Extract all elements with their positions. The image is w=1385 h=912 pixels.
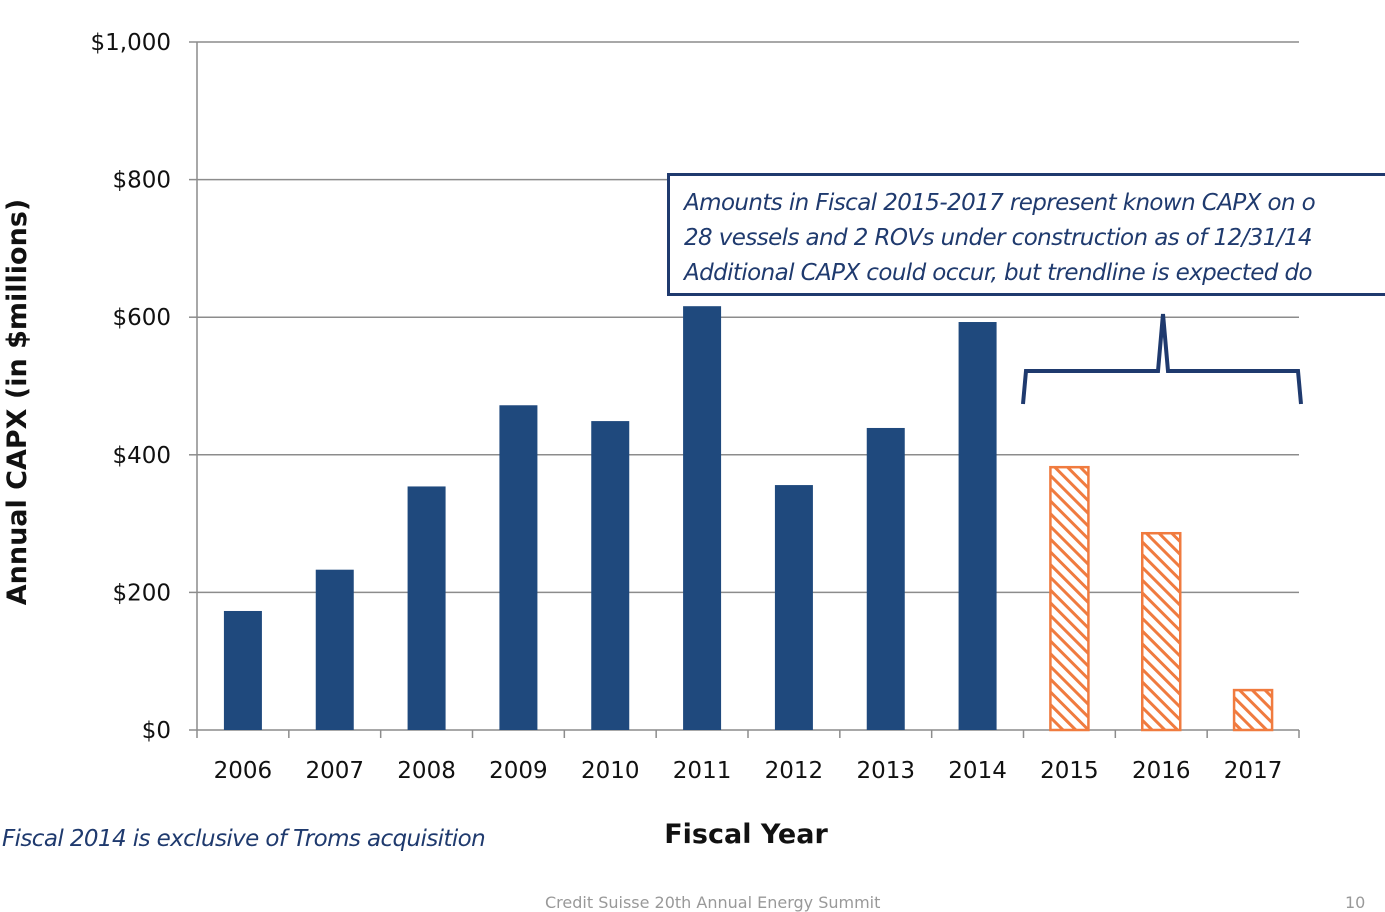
x-tick-label: 2014 <box>948 758 1007 784</box>
annotation-box: Amounts in Fiscal 2015-2017 represent kn… <box>667 173 1385 296</box>
x-tick-label: 2013 <box>856 758 915 784</box>
x-tick-labels: 2006 2007 2008 2009 2010 2011 2012 2013 2014 2015… <box>214 758 1283 784</box>
bar-2006 <box>223 610 262 730</box>
y-tick-label: $400 <box>112 443 171 469</box>
footer-text: Credit Suisse 20th Annual Energy Summit <box>545 893 881 912</box>
footnote: Fiscal 2014 is exclusive of Troms acquis… <box>2 826 486 852</box>
x-tick-label: 2017 <box>1224 758 1283 784</box>
y-tick-label: $1,000 <box>91 30 171 56</box>
bar-projected-2015 <box>1049 465 1090 732</box>
y-tick-label: $0 <box>142 718 171 744</box>
annotation-line-1: Amounts in Fiscal 2015-2017 represent kn… <box>684 190 1316 216</box>
bar-2013 <box>866 427 905 730</box>
x-tick-label: 2009 <box>489 758 548 784</box>
bar-2007 <box>315 569 354 730</box>
gridlines <box>197 41 1299 594</box>
bars <box>223 306 1274 732</box>
y-tick-label: $800 <box>112 168 171 194</box>
page-number: 10 <box>1345 893 1366 912</box>
y-tick-label: $200 <box>112 580 171 606</box>
axes <box>189 41 1300 738</box>
annotation-line-3: Additional CAPX could occur, but trendli… <box>684 260 1313 286</box>
bar-2014 <box>958 322 997 730</box>
bar-projected-2016 <box>1141 531 1182 732</box>
x-axis-title: Fiscal Year <box>664 819 828 850</box>
x-tick-label: 2011 <box>673 758 732 784</box>
x-tick-label: 2006 <box>214 758 273 784</box>
x-tick-label: 2008 <box>397 758 456 784</box>
bar-projected-2017 <box>1232 688 1274 732</box>
y-tick-label: $600 <box>112 305 171 331</box>
bracket <box>1021 313 1303 405</box>
x-tick-label: 2010 <box>581 758 640 784</box>
x-tick-label: 2012 <box>765 758 824 784</box>
bar-2011 <box>683 306 722 730</box>
x-tick-label: 2016 <box>1132 758 1191 784</box>
x-tick-label: 2007 <box>305 758 364 784</box>
y-axis-title: Annual CAPX (in $millions) <box>2 199 33 606</box>
annotation-line-2: 28 vessels and 2 ROVs under construction… <box>684 225 1313 251</box>
bar-2012 <box>774 485 813 730</box>
bar-2009 <box>499 405 538 730</box>
x-tick-label: 2015 <box>1040 758 1099 784</box>
y-tick-labels: $0 $200 $400 $600 $800 $1,000 <box>91 30 171 744</box>
bar-2010 <box>591 421 630 730</box>
bar-2008 <box>407 486 446 730</box>
